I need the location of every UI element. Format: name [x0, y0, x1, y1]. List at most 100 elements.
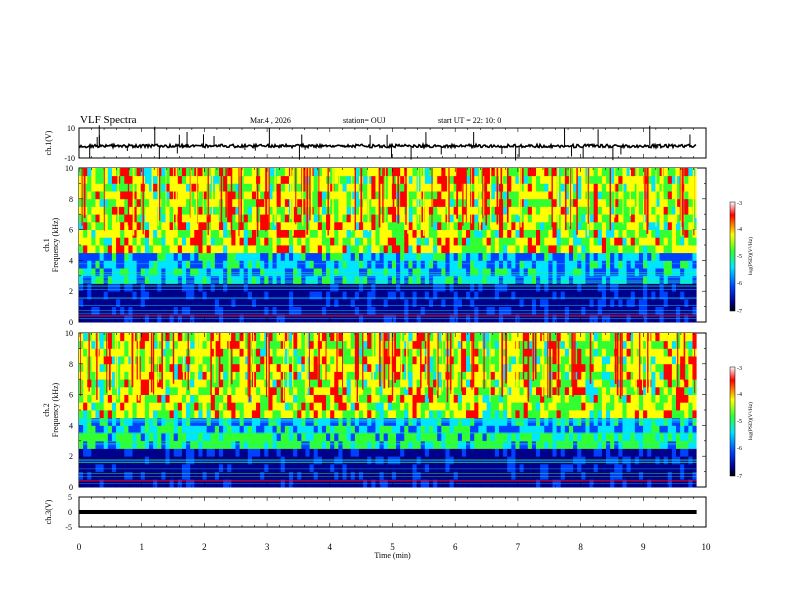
spectrogram-cell	[251, 471, 257, 480]
spectrogram-cell	[280, 433, 286, 442]
spectrogram-cell	[371, 471, 376, 480]
spectrogram-cell	[515, 191, 520, 200]
spectrogram-cell	[103, 333, 109, 342]
spectrogram-cell	[198, 175, 203, 184]
spectrogram-cell	[470, 275, 475, 284]
spectrogram-cell	[144, 463, 150, 472]
spectrogram-cell	[198, 229, 203, 238]
spectrogram-cell	[482, 252, 488, 261]
spectrogram-cell	[227, 175, 232, 184]
spectrogram-cell	[243, 386, 249, 395]
spectrogram-cell	[367, 283, 372, 292]
spectrogram-cell	[404, 260, 409, 269]
spectrogram-cell	[83, 283, 88, 292]
spectrogram-cell	[305, 394, 310, 403]
spectrogram-cell	[346, 356, 352, 365]
spectrogram-cell	[317, 356, 323, 365]
spectrogram-cell	[264, 260, 269, 269]
spectrogram-cell	[350, 198, 356, 207]
spectrogram-cell	[519, 298, 525, 307]
spectrogram-cell	[272, 471, 278, 480]
spectrogram-cell	[655, 198, 660, 207]
spectrogram-cell	[124, 379, 129, 388]
spectrogram-cell	[358, 237, 364, 246]
spectrogram-cell	[622, 237, 627, 246]
spectrogram-cell	[309, 425, 315, 434]
spectrogram-cell	[671, 283, 677, 292]
spectrogram-cell	[301, 348, 306, 357]
spectrogram-cell	[136, 275, 142, 284]
spectrogram-cell	[536, 260, 541, 269]
spectrogram-cell	[256, 275, 261, 284]
spectrogram-cell	[589, 252, 595, 261]
spectrogram-cell	[630, 229, 636, 238]
spectrogram-cell	[120, 433, 125, 442]
spectrogram-cell	[597, 183, 603, 192]
spectrogram-cell	[585, 275, 590, 284]
spectrogram-cell	[647, 291, 652, 300]
spectrogram-cell	[128, 291, 133, 300]
spectrogram-cell	[371, 433, 376, 442]
spectrogram-cell	[161, 386, 166, 395]
spectrogram-cell	[523, 221, 529, 230]
spectrogram-cell	[531, 260, 537, 269]
spectrogram-cell	[206, 371, 212, 380]
spectrogram-cell	[268, 356, 273, 365]
spectrogram-cell	[132, 237, 138, 246]
spectrogram-cell	[223, 206, 228, 215]
spectrogram-cell	[116, 417, 121, 426]
spectrogram-cell	[515, 221, 520, 230]
spectrogram-cell	[103, 340, 109, 349]
spectrogram-cell	[190, 386, 195, 395]
spectrogram-cell	[610, 291, 615, 300]
spectrogram-cell	[342, 379, 348, 388]
spectrogram-cell	[544, 260, 549, 269]
spectrogram-cell	[87, 206, 92, 215]
spectrogram-cell	[239, 363, 245, 372]
spectrogram-cell	[371, 448, 376, 457]
spectrogram-cell	[103, 402, 109, 411]
spectrogram-cell	[91, 206, 96, 215]
spectrogram-cell	[91, 471, 96, 480]
spectrogram-cell	[634, 237, 640, 246]
spectrogram-cell	[223, 198, 228, 207]
spectrogram-cell	[309, 379, 315, 388]
spectrogram-cell	[313, 348, 319, 357]
spectrogram-cell	[231, 425, 236, 434]
spectrogram-cell	[342, 371, 348, 380]
spectrogram-cell	[363, 191, 368, 200]
spectrogram-cell	[247, 206, 253, 215]
spectrogram-cell	[293, 363, 298, 372]
spectrogram-cell	[527, 252, 533, 261]
spectrogram-cell	[651, 237, 656, 246]
spectrogram-cell	[288, 448, 294, 457]
spectrogram-cell	[453, 191, 459, 200]
spectrogram-cell	[614, 206, 619, 215]
spectrogram-cell	[638, 283, 644, 292]
spectrogram-cell	[552, 252, 558, 261]
spectrogram-cell	[346, 252, 352, 261]
spectrogram-cell	[342, 340, 348, 349]
spectrogram-cell	[556, 237, 562, 246]
spectrogram-cell	[132, 463, 138, 472]
spectrogram-cell	[157, 371, 162, 380]
spectrogram-cell	[251, 245, 257, 254]
spectrogram-cell	[511, 191, 516, 200]
spectrogram-cell	[165, 291, 170, 300]
spectrogram-cell	[408, 214, 413, 223]
spectrogram-cell	[490, 214, 496, 223]
spectrogram-cell	[317, 333, 323, 342]
spectrogram-cell	[659, 221, 665, 230]
spectrogram-cell	[177, 386, 183, 395]
spectrogram-cell	[363, 252, 368, 261]
spectrogram-cell	[206, 283, 212, 292]
spectrogram-cell	[511, 291, 516, 300]
spectrogram-cell	[601, 191, 607, 200]
spectrogram-cell	[531, 221, 537, 230]
spectrogram-cell	[99, 198, 105, 207]
spectrogram-cell	[214, 237, 220, 246]
spectrogram-cell	[161, 198, 166, 207]
spectrogram-cell	[305, 379, 310, 388]
spectrogram-cell	[634, 229, 640, 238]
spectrogram-cell	[626, 298, 632, 307]
